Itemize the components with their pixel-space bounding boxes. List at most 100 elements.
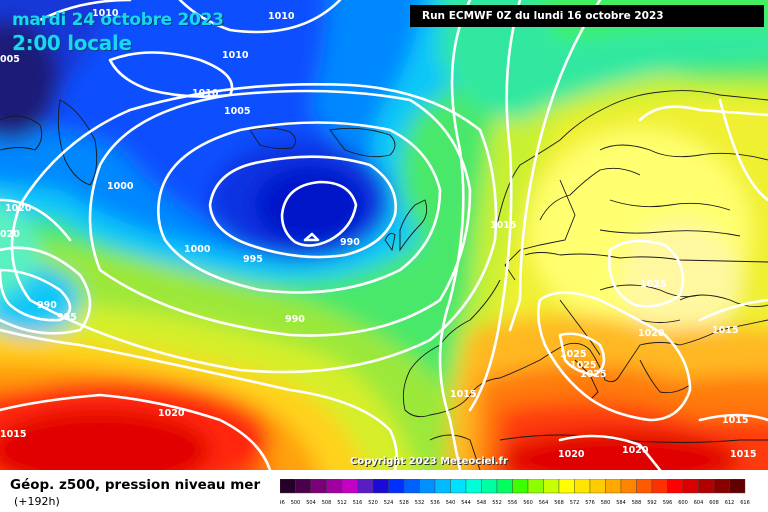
scale-swatch <box>434 479 451 494</box>
scale-swatch <box>372 479 389 494</box>
scale-swatch <box>403 479 420 494</box>
copyright-notice: Copyright 2023 Meteociel.fr <box>350 456 508 467</box>
isobar-label-1020-edge: 020 <box>0 229 20 240</box>
isobar-label-1020-e: 1020 <box>622 445 649 456</box>
scale-swatch <box>527 479 544 494</box>
scale-tick-label: 524 <box>384 500 394 506</box>
scale-swatch <box>605 479 622 494</box>
isobar-label-1000-a: 1000 <box>107 181 134 192</box>
scale-tick-label: 540 <box>446 500 456 506</box>
scale-swatch <box>636 479 653 494</box>
isobar-label-1025-c: 1025 <box>570 360 596 371</box>
scale-tick-label: 588 <box>632 500 642 506</box>
scale-swatch <box>574 479 591 494</box>
forecast-local-time: 2:00 locale <box>12 31 132 55</box>
scale-tick-label: 608 <box>709 500 719 506</box>
scale-swatch <box>543 479 560 494</box>
isobars <box>0 0 768 470</box>
scale-swatch <box>280 479 296 494</box>
isobar-label-1005-edge: 005 <box>0 54 20 65</box>
isobar-label-1025-b: 1025 <box>560 349 586 360</box>
scale-tick-label: 572 <box>570 500 580 506</box>
isobar-label-1015-d: 1015 <box>0 429 26 440</box>
scale-tick-label: 520 <box>368 500 378 506</box>
isobar-label-1020-a: 1020 <box>5 203 32 214</box>
scale-swatch <box>341 479 358 494</box>
scale-tick-label: 536 <box>430 500 440 506</box>
geopotential-field <box>0 0 768 470</box>
map-parameter-title: Géop. z500, pression niveau mer <box>10 477 261 493</box>
scale-tick-label: 548 <box>477 500 487 506</box>
scale-tick-label: 568 <box>554 500 564 506</box>
scale-swatch <box>682 479 699 494</box>
scale-swatch <box>667 479 684 494</box>
scale-swatch <box>651 479 668 494</box>
isobar-label-1015-e: 1015 <box>722 415 748 426</box>
isobar-label-1015-b: 1015 <box>712 325 738 336</box>
scale-tick-label: 544 <box>461 500 471 506</box>
scale-tick-label: 580 <box>601 500 611 506</box>
scale-tick-label: 604 <box>694 500 704 506</box>
scale-swatch <box>481 479 498 494</box>
isobar-label-995-a: 995 <box>243 254 263 265</box>
color-scale: 496 500 504 508 512 516 520 524 528 532 536 540 544 5… <box>280 479 750 506</box>
isobar-label-1010-d: 1010 <box>192 88 219 99</box>
scale-swatch <box>419 479 436 494</box>
scale-swatch <box>388 479 405 494</box>
scale-swatch <box>357 479 374 494</box>
scale-tick-label: 552 <box>492 500 502 506</box>
scale-tick-label: 516 <box>353 500 363 506</box>
scale-tick-label: 560 <box>523 500 533 506</box>
isobar-label-1000-b: 1000 <box>184 244 211 255</box>
scale-swatch <box>729 479 746 494</box>
isobar-label-990-b: 990 <box>37 300 57 311</box>
scale-tick-label: 564 <box>539 500 549 506</box>
model-run-info: Run ECMWF 0Z du lundi 16 octobre 2023 <box>410 5 764 27</box>
scale-swatch <box>326 479 343 494</box>
scale-swatch <box>558 479 575 494</box>
model-run-text: Run ECMWF 0Z du lundi 16 octobre 2023 <box>422 10 664 22</box>
isobar-label-990-a: 990 <box>340 237 360 248</box>
scale-swatch <box>450 479 467 494</box>
scale-tick-label: 500 <box>291 500 301 506</box>
scale-tick-label: 528 <box>399 500 409 506</box>
scale-tick-label: 600 <box>678 500 688 506</box>
isobar-label-1020-b: 1020 <box>638 328 665 339</box>
scale-tick-label: 512 <box>337 500 347 506</box>
isobar-label-1010-a: 1010 <box>92 8 119 19</box>
scale-tick-label: 596 <box>663 500 673 506</box>
isobar-label-1015-f: 1015 <box>730 449 756 460</box>
isobar-label-1020-c: 1020 <box>158 408 185 419</box>
scale-tick-label: 508 <box>322 500 332 506</box>
scale-swatch <box>713 479 730 494</box>
scale-tick-label: 612 <box>725 500 735 506</box>
scale-tick-label: 592 <box>647 500 657 506</box>
scale-tick-label: 532 <box>415 500 425 506</box>
weather-map: 1010 1010 1010 1010 1005 005 1000 1000 1… <box>0 0 768 470</box>
scale-tick-label: 496 <box>280 500 285 506</box>
forecast-lead-time: (+192h) <box>14 495 60 508</box>
scale-tick-label: 616 <box>740 500 750 506</box>
scale-tick-label: 584 <box>616 500 626 506</box>
isobar-label-1020-d: 1020 <box>558 449 585 460</box>
isobar-label-990-c: 990 <box>285 314 305 325</box>
isobar-label-995-b: 995 <box>57 312 77 323</box>
scale-swatch <box>310 479 327 494</box>
isobar-label-1025-d: 1025 <box>580 369 606 380</box>
isobar-label-1025-a: 1025 <box>640 279 666 290</box>
scale-swatch <box>698 479 715 494</box>
isobar-label-1010-c: 1010 <box>222 50 249 61</box>
isobar-label-1005-a: 1005 <box>224 106 250 117</box>
scale-swatch <box>465 479 482 494</box>
scale-tick-label: 576 <box>585 500 595 506</box>
isobar-label-1015-a: 1015 <box>490 220 516 231</box>
forecast-date: mardi 24 octobre 2023 <box>12 10 224 30</box>
isobar-label-1015-c: 1015 <box>450 389 476 400</box>
pressure-labels: 1010 1010 1010 1010 1005 005 1000 1000 1… <box>0 8 756 460</box>
scale-tick-label: 556 <box>508 500 518 506</box>
scale-tick-label: 504 <box>306 500 316 506</box>
scale-swatch <box>589 479 606 494</box>
scale-swatch <box>512 479 529 494</box>
scale-swatch <box>620 479 637 494</box>
scale-swatch <box>295 479 312 494</box>
